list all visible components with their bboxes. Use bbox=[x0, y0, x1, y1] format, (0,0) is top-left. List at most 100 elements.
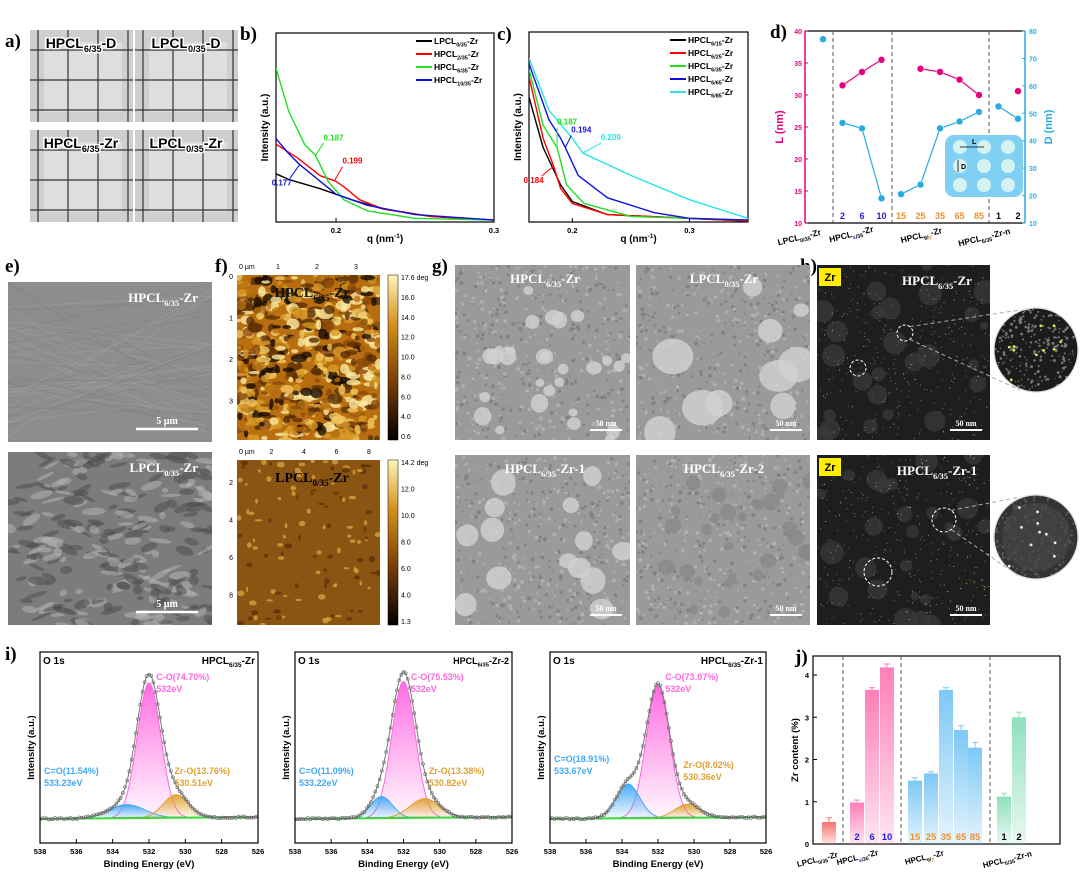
texture-speck bbox=[492, 331, 496, 335]
L-point bbox=[955, 76, 964, 84]
texture-speck bbox=[324, 505, 329, 508]
texture-speck bbox=[657, 577, 661, 581]
texture-speck bbox=[721, 483, 724, 486]
texture-speck bbox=[748, 572, 753, 576]
texture-speck bbox=[607, 496, 611, 499]
texture-speck bbox=[491, 385, 495, 388]
texture-speck bbox=[743, 355, 747, 359]
texture-speck bbox=[300, 283, 315, 288]
annotation-arrow bbox=[289, 164, 301, 179]
texture-speck bbox=[1055, 314, 1057, 317]
x-tick-label: 0.2 bbox=[331, 226, 341, 235]
zr-signal-dot bbox=[975, 525, 977, 527]
texture-speck bbox=[296, 471, 304, 478]
y-tick-label: 80 bbox=[1029, 29, 1037, 36]
texture-speck bbox=[738, 455, 742, 457]
D-point bbox=[975, 108, 983, 116]
domain bbox=[737, 512, 748, 521]
texture-speck bbox=[697, 429, 701, 432]
zr-signal-dot bbox=[909, 367, 911, 369]
texture-speck bbox=[734, 503, 737, 506]
text-run: 0/35 bbox=[164, 468, 179, 478]
texture-speck bbox=[456, 276, 460, 280]
texture-speck bbox=[691, 271, 695, 276]
texture-speck bbox=[740, 525, 744, 530]
texture-speck bbox=[497, 277, 500, 280]
zr-signal-dot bbox=[965, 542, 967, 544]
texture-speck bbox=[466, 319, 469, 322]
texture-speck bbox=[462, 484, 465, 487]
texture-speck bbox=[597, 541, 601, 545]
texture-speck bbox=[1065, 389, 1068, 392]
zr-signal-dot bbox=[977, 503, 979, 505]
texture-speck bbox=[580, 265, 583, 269]
panel-label-f: f) bbox=[215, 256, 228, 277]
zr-signal-dot bbox=[839, 428, 841, 430]
L-point bbox=[838, 81, 847, 90]
category-label: 15 bbox=[896, 211, 906, 221]
texture-speck bbox=[455, 387, 459, 392]
y-tick-label: 30 bbox=[1029, 166, 1037, 173]
texture-speck bbox=[489, 276, 492, 280]
texture-speck bbox=[556, 403, 561, 408]
zr-signal-dot bbox=[949, 333, 951, 335]
texture-speck bbox=[296, 400, 310, 409]
texture-speck bbox=[35, 482, 57, 493]
zr-signal-dot bbox=[892, 482, 894, 484]
texture-speck bbox=[8, 523, 16, 533]
zr-signal-dot bbox=[978, 609, 980, 611]
texture-speck bbox=[802, 335, 805, 339]
texture-speck bbox=[456, 506, 459, 509]
zr-signal-dot bbox=[913, 285, 915, 287]
zr-signal-dot bbox=[919, 523, 921, 525]
texture-speck bbox=[666, 461, 669, 464]
texture-speck bbox=[738, 352, 741, 355]
texture-speck bbox=[471, 423, 474, 426]
texture-speck bbox=[1023, 573, 1027, 577]
x-tick-label: 6 bbox=[335, 449, 339, 456]
zr-signal-dot bbox=[827, 539, 829, 541]
texture-speck bbox=[324, 305, 335, 315]
texture-speck bbox=[606, 378, 609, 382]
texture-speck bbox=[761, 538, 765, 541]
texture-speck bbox=[542, 294, 545, 297]
texture-speck bbox=[532, 265, 536, 267]
zr-signal-dot bbox=[897, 401, 899, 403]
texture-speck bbox=[658, 515, 662, 520]
texture-speck bbox=[465, 277, 468, 280]
texture-speck bbox=[1037, 310, 1040, 313]
texture-speck bbox=[1016, 308, 1018, 310]
texture-speck bbox=[1046, 377, 1050, 381]
texture-speck bbox=[589, 355, 592, 358]
annotation-arrow bbox=[334, 166, 343, 181]
texture-speck bbox=[615, 559, 619, 563]
element-badge-label: Zr bbox=[825, 272, 837, 284]
texture-speck bbox=[713, 559, 717, 563]
domain bbox=[867, 579, 888, 600]
texture-speck bbox=[346, 379, 361, 386]
texture-speck bbox=[1067, 497, 1070, 500]
zr-signal-dot bbox=[831, 313, 833, 315]
zr-signal-dot bbox=[950, 546, 952, 548]
text-run: q (nm bbox=[620, 234, 647, 245]
texture-speck bbox=[743, 596, 748, 600]
texture-speck bbox=[775, 291, 778, 294]
texture-speck bbox=[179, 488, 195, 496]
zr-signal-dot bbox=[864, 303, 866, 305]
zr-signal-dot bbox=[851, 574, 853, 576]
texture-speck bbox=[724, 414, 727, 417]
text-run: HPCL bbox=[957, 233, 982, 248]
zr-signal-dot bbox=[842, 356, 844, 358]
x-axis-label: q (nm-1) bbox=[620, 233, 656, 245]
texture-speck bbox=[1064, 315, 1068, 319]
domain-circle bbox=[1001, 159, 1015, 173]
zr-signal-dot bbox=[835, 549, 837, 551]
colorbar-tick-label: 8.0 bbox=[401, 374, 411, 381]
texture-speck bbox=[529, 577, 533, 581]
texture-speck bbox=[1053, 345, 1055, 348]
texture-speck bbox=[588, 557, 591, 560]
texture-speck bbox=[1001, 318, 1004, 321]
texture-speck bbox=[778, 525, 782, 529]
colorbar-tick-label: 16.0 bbox=[401, 295, 415, 302]
